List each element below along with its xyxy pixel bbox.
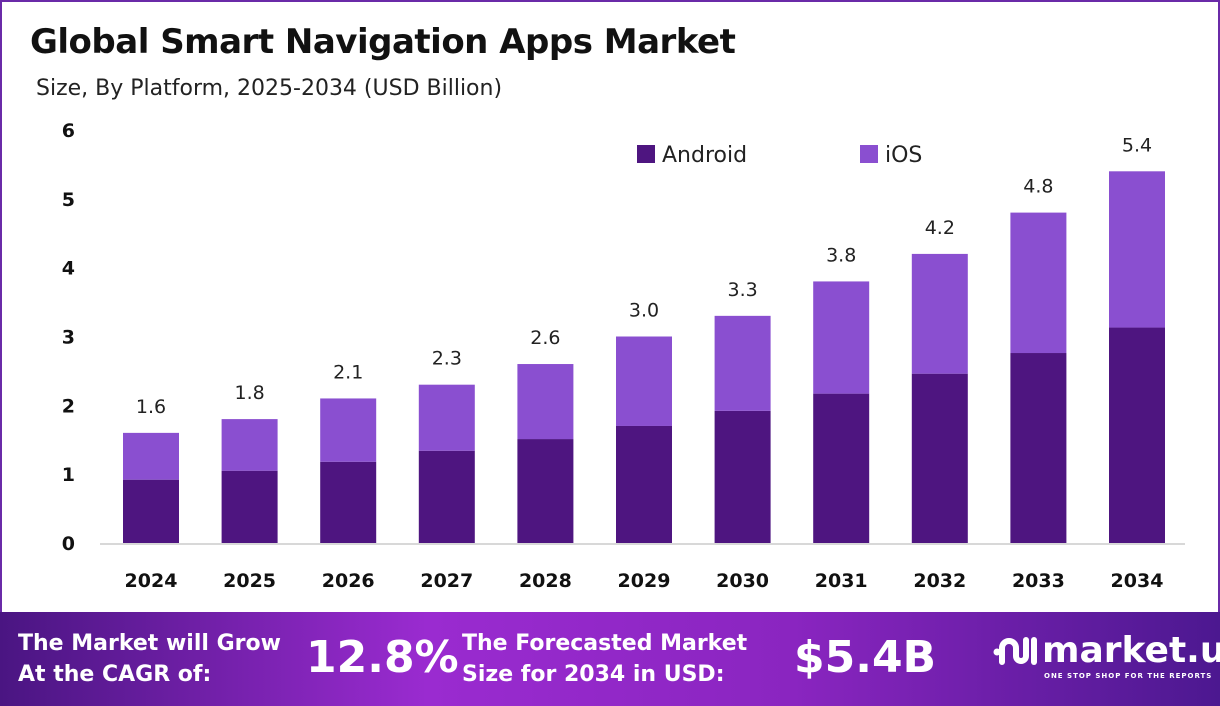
- data-label-total: 2.1: [333, 361, 363, 383]
- bar-ios-2028: [517, 364, 574, 440]
- cagr-label-line2: At the CAGR of:: [18, 662, 212, 687]
- bar-android-2032: [911, 373, 968, 543]
- forecast-label-line1: The Forecasted Market: [462, 631, 748, 656]
- forecast-label-line2: Size for 2034 in USD:: [462, 662, 725, 687]
- y-tick-label: 3: [62, 327, 75, 349]
- bar-ios-2034: [1109, 171, 1165, 328]
- legend-label-ios: iOS: [885, 143, 922, 168]
- data-label-total: 3.8: [826, 244, 856, 266]
- logo-name: market.us: [1042, 630, 1220, 671]
- cagr-label-line1: The Market will Grow: [18, 631, 281, 656]
- x-tick-label: 2031: [815, 570, 868, 592]
- chart-subtitle: Size, By Platform, 2025-2034 (USD Billio…: [36, 76, 503, 101]
- x-tick-label: 2033: [1012, 570, 1065, 592]
- y-tick-label: 2: [62, 395, 75, 417]
- y-tick-label: 5: [62, 189, 75, 211]
- x-tick-label: 2025: [223, 570, 276, 592]
- cagr-value: 12.8%: [306, 632, 459, 683]
- cagr-label: The Market will Grow At the CAGR of:: [18, 628, 281, 690]
- bar-android-2034: [1109, 327, 1165, 543]
- bar-android-2027: [418, 450, 475, 543]
- x-tick-label: 2034: [1111, 570, 1164, 592]
- bar-android-2028: [517, 439, 574, 543]
- bar-android-2024: [123, 479, 179, 543]
- y-tick-label: 1: [62, 464, 75, 486]
- x-tick-label: 2027: [420, 570, 473, 592]
- chart-title: Global Smart Navigation Apps Market: [30, 22, 736, 62]
- bar-android-2033: [1010, 353, 1067, 543]
- forecast-value: $5.4B: [794, 632, 937, 683]
- bar-android-2025: [221, 470, 278, 543]
- market-us-logo: market.us ONE STOP SHOP FOR THE REPORTS: [992, 630, 1220, 680]
- bar-android-2026: [320, 461, 377, 543]
- bar-ios-2029: [616, 336, 672, 426]
- logo-mark-icon: [993, 637, 1037, 665]
- data-label-total: 1.8: [234, 382, 264, 404]
- x-tick-label: 2024: [125, 570, 178, 592]
- legend-swatch-ios: [860, 145, 878, 163]
- legend-label-android: Android: [662, 143, 747, 168]
- legend-swatch-android: [637, 145, 655, 163]
- bar-chart: 0 1 2 3 4 5 6 1.6 2024 1.8 2025 2.1 2026 2.3 2027 2.6 20…: [62, 120, 1185, 592]
- bar-ios-2026: [320, 398, 377, 462]
- forecast-label: The Forecasted Market Size for 2034 in U…: [462, 628, 747, 690]
- bar-ios-2025: [221, 419, 278, 471]
- data-label-total: 4.8: [1023, 176, 1053, 198]
- data-label-total: 2.6: [530, 327, 560, 349]
- logo-tagline: ONE STOP SHOP FOR THE REPORTS: [1044, 672, 1213, 680]
- bar-android-2030: [714, 410, 771, 543]
- data-label-total: 1.6: [136, 396, 166, 418]
- data-label-total: 3.3: [727, 279, 757, 301]
- data-label-total: 3.0: [629, 300, 659, 322]
- y-tick-label: 6: [62, 120, 75, 142]
- bar-ios-2032: [911, 253, 968, 374]
- y-tick-label: 4: [62, 258, 75, 280]
- y-tick-label: 0: [62, 533, 75, 555]
- bar-ios-2024: [123, 432, 179, 480]
- x-tick-label: 2028: [519, 570, 572, 592]
- data-label-total: 2.3: [432, 348, 462, 370]
- bar-ios-2030: [714, 315, 771, 411]
- x-tick-label: 2032: [913, 570, 966, 592]
- bar-android-2031: [813, 393, 870, 543]
- bar-android-2029: [616, 425, 672, 543]
- bar-ios-2033: [1010, 212, 1067, 354]
- data-label-total: 5.4: [1122, 134, 1152, 156]
- x-tick-label: 2029: [618, 570, 671, 592]
- x-tick-label: 2030: [716, 570, 769, 592]
- bar-ios-2027: [418, 384, 475, 451]
- data-label-total: 4.2: [925, 217, 955, 239]
- footer-banner: The Market will Grow At the CAGR of: 12.…: [0, 612, 1220, 706]
- x-tick-label: 2026: [322, 570, 375, 592]
- bar-ios-2031: [813, 281, 870, 394]
